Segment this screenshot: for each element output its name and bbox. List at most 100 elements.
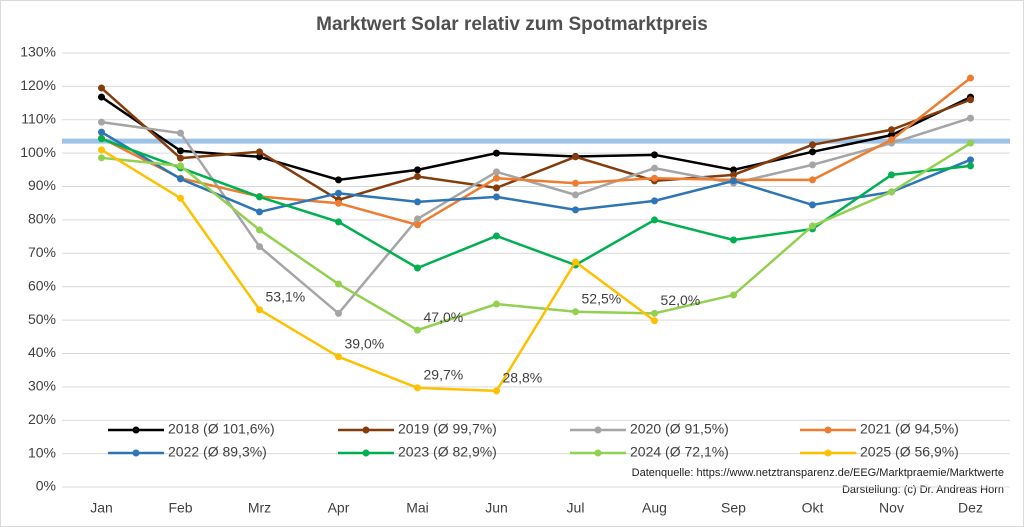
point (888, 136, 895, 144)
point (809, 141, 816, 149)
point (98, 118, 105, 126)
series-line (100, 148, 656, 393)
legend-marker (594, 449, 602, 457)
legend-label: 2021 (Ø 94,5%) (860, 421, 959, 437)
point (335, 199, 342, 207)
point (572, 258, 579, 266)
y-tick-label: 130% (20, 44, 56, 60)
point (177, 162, 184, 170)
value-label: 47,0% (424, 309, 464, 325)
point (967, 114, 974, 122)
legend-label: 2019 (Ø 99,7%) (398, 421, 497, 437)
legend-label: 2020 (Ø 91,5%) (630, 421, 729, 437)
point (256, 208, 263, 216)
point (967, 74, 974, 82)
point (572, 206, 579, 214)
x-tick-label: Jan (90, 500, 113, 516)
point (335, 280, 342, 288)
y-tick-label: 90% (28, 177, 56, 193)
legend-marker (594, 426, 602, 434)
point (809, 161, 816, 169)
x-tick-label: Dez (958, 500, 983, 516)
point (809, 201, 816, 209)
series-line (101, 116, 971, 316)
point (256, 153, 263, 161)
source: Datenquelle: https://www.netztransparenz… (632, 467, 1004, 479)
point (888, 188, 895, 196)
y-tick-label: 110% (21, 110, 56, 126)
point (651, 317, 658, 325)
legend-label: 2025 (Ø 56,9%) (860, 444, 959, 460)
point (493, 232, 500, 240)
point (414, 166, 421, 174)
chart-title: Marktwert Solar relativ zum Spotmarktpre… (316, 14, 708, 35)
point (651, 197, 658, 205)
legend-marker (362, 449, 370, 457)
credit: Darstellung: (c) Dr. Andreas Horn (842, 484, 1004, 496)
point (98, 135, 105, 143)
point (256, 306, 263, 314)
y-tick-label: 50% (28, 311, 56, 327)
point (335, 353, 342, 361)
legend-marker (362, 426, 370, 434)
point (414, 215, 421, 223)
point (98, 146, 105, 154)
point (493, 193, 500, 201)
y-tick-label: 10% (28, 444, 56, 460)
point (651, 216, 658, 224)
series-line (100, 87, 971, 202)
point (256, 148, 263, 156)
x-tick-label: Feb (168, 500, 192, 516)
y-tick-label: 40% (28, 344, 56, 360)
x-tick-label: Sep (721, 500, 746, 516)
point (730, 291, 737, 299)
point (256, 243, 263, 251)
point (414, 326, 421, 334)
point (730, 166, 737, 174)
point (98, 128, 105, 136)
value-label: 52,0% (661, 292, 701, 308)
point (651, 164, 658, 172)
point (177, 147, 184, 155)
point (888, 171, 895, 179)
point (98, 84, 105, 92)
x-tick-label: Nov (879, 500, 904, 516)
point (414, 173, 421, 181)
value-label: 29,7% (424, 367, 464, 383)
legend-label: 2022 (Ø 89,3%) (168, 444, 267, 460)
point (730, 177, 737, 185)
legend-label: 2023 (Ø 82,9%) (398, 444, 497, 460)
point (335, 218, 342, 226)
point (256, 226, 263, 234)
legend-marker (824, 449, 832, 457)
series-line (101, 142, 972, 332)
point (572, 179, 579, 187)
point (572, 153, 579, 161)
point (493, 174, 500, 182)
point (809, 148, 816, 156)
point (177, 129, 184, 137)
point (651, 309, 658, 317)
y-tick-label: 120% (20, 77, 56, 93)
point (493, 387, 500, 395)
series-line (100, 95, 972, 182)
point (809, 176, 816, 184)
legend-marker (824, 426, 832, 434)
point (414, 264, 421, 272)
y-tick-label: 70% (28, 244, 56, 260)
legend-marker (132, 426, 140, 434)
point (651, 151, 658, 159)
x-tick-label: Apr (328, 500, 350, 516)
point (335, 176, 342, 184)
legend-marker (132, 449, 140, 457)
y-tick-label: 30% (28, 378, 56, 394)
point (256, 193, 263, 201)
y-tick-label: 0% (36, 478, 56, 494)
point (967, 162, 974, 170)
point (177, 194, 184, 202)
point (967, 156, 974, 164)
point (809, 222, 816, 230)
y-tick-label: 80% (28, 211, 56, 227)
